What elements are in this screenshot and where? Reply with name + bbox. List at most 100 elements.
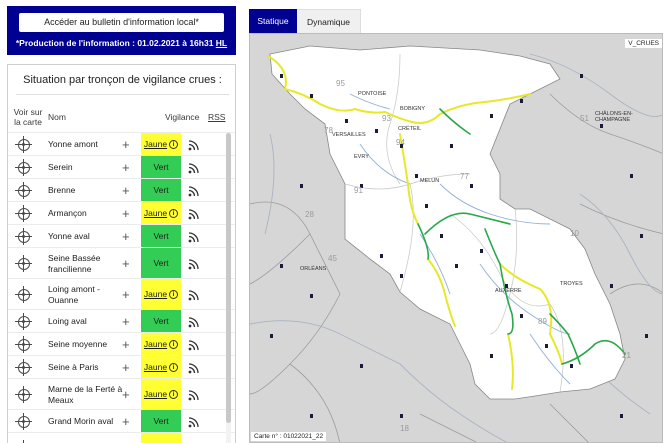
section-name: Loing aval — [48, 316, 87, 326]
tab-dynamique[interactable]: Dynamique — [297, 9, 361, 33]
expand-plus-icon[interactable]: + — [122, 136, 130, 152]
rss-feed-icon[interactable] — [188, 138, 201, 151]
map-place-label: PONTOISE — [358, 91, 387, 97]
rss-feed-icon[interactable] — [188, 161, 201, 174]
locate-on-map-icon[interactable] — [15, 227, 32, 245]
vigilance-level: Vert — [153, 185, 169, 195]
info-icon[interactable]: i — [169, 362, 179, 372]
vigilance-row: Brenne + Vert — [8, 178, 235, 201]
expand-plus-icon[interactable]: + — [122, 182, 130, 198]
locate-on-map-icon[interactable] — [15, 385, 32, 403]
info-icon[interactable]: i — [169, 139, 179, 149]
info-icon[interactable]: i — [169, 289, 179, 299]
production-text: *Production de l'information : 01.02.202… — [15, 38, 216, 48]
section-name: Serein — [48, 162, 73, 172]
rss-feed-icon[interactable] — [188, 257, 201, 270]
map-place-label: TROYES — [560, 281, 583, 287]
vigilance-level: Vert — [153, 258, 169, 268]
expand-plus-icon[interactable]: + — [122, 336, 130, 352]
vigilance-map[interactable]: 95 78 93 94 91 77 28 45 89 10 51 21 18 P… — [249, 33, 663, 443]
map-dept-label: 93 — [382, 114, 391, 123]
info-icon[interactable]: i — [169, 389, 179, 399]
map-card-number: Carte n° : 01022021_22 — [251, 432, 327, 441]
vigilance-level[interactable]: Jaune — [143, 362, 168, 372]
header-rss-link[interactable]: RSS — [208, 112, 226, 122]
rss-feed-icon[interactable] — [188, 230, 201, 243]
expand-plus-icon[interactable]: + — [122, 386, 130, 402]
map-dept-label: 28 — [305, 210, 314, 219]
green-vigilance-sections — [417, 108, 626, 365]
locate-on-map-icon[interactable] — [15, 412, 32, 430]
rss-feed-icon[interactable] — [188, 415, 201, 428]
station-markers — [270, 74, 648, 418]
bulletin-link[interactable]: Accéder au bulletin d'information local* — [19, 13, 224, 32]
vigilance-level[interactable]: Jaune — [143, 208, 168, 218]
info-icon[interactable]: i — [169, 208, 179, 218]
map-place-label: CRÉTEIL — [398, 126, 422, 132]
vigilance-row: Seine moyenne + Jaune i — [8, 332, 235, 355]
expand-plus-icon[interactable]: + — [122, 413, 130, 429]
scrollbar-thumb[interactable] — [226, 133, 231, 423]
vigilance-level[interactable]: Jaune — [143, 139, 168, 149]
expand-plus-icon[interactable]: + — [122, 228, 130, 244]
vigilance-level[interactable]: Jaune — [143, 289, 168, 299]
situation-panel: Situation par tronçon de vigilance crues… — [7, 64, 236, 443]
map-canvas[interactable] — [250, 34, 663, 443]
production-info: *Production de l'information : 01.02.202… — [7, 38, 236, 48]
map-dept-label: 18 — [400, 424, 409, 433]
vigilance-level-cell: Vert — [141, 179, 181, 201]
basin-rivers — [349, 93, 571, 385]
header-nom: Nom — [48, 112, 66, 122]
vigilance-level: Vert — [153, 162, 169, 172]
rss-feed-icon[interactable] — [188, 338, 201, 351]
locate-on-map-icon[interactable] — [15, 135, 32, 153]
map-place-label: ORLÉANS — [300, 266, 327, 272]
rss-feed-icon[interactable] — [188, 315, 201, 328]
production-hl[interactable]: HL — [215, 38, 228, 48]
locate-on-map-icon[interactable] — [15, 181, 32, 199]
locate-on-map-icon[interactable] — [15, 335, 32, 353]
expand-plus-icon[interactable]: + — [122, 205, 130, 221]
vigilance-row: Armançon + Jaune i — [8, 201, 235, 224]
section-name: Marne de la Ferté à Meaux — [48, 383, 123, 405]
info-icon[interactable]: i — [169, 339, 179, 349]
locate-on-map-icon[interactable] — [15, 358, 32, 376]
locate-on-map-icon[interactable] — [15, 158, 32, 176]
vigilance-level[interactable]: Jaune — [143, 389, 168, 399]
yellow-vigilance-sections — [267, 55, 563, 390]
locate-on-map-icon[interactable] — [15, 254, 32, 272]
map-place-label: CHÂLONS-EN-CHAMPAGNE — [595, 111, 633, 123]
map-place-label: AUXERRE — [495, 288, 522, 294]
section-name: Seine à Paris — [48, 362, 99, 372]
rss-feed-icon[interactable] — [188, 207, 201, 220]
vigilance-level-cell: Vert — [141, 310, 181, 332]
tab-statique[interactable]: Statique — [249, 9, 297, 33]
locate-on-map-icon[interactable] — [15, 285, 32, 303]
bulletin-box: Accéder au bulletin d'information local*… — [7, 6, 236, 55]
expand-plus-icon[interactable]: + — [122, 442, 130, 443]
expand-plus-icon[interactable]: + — [122, 159, 130, 175]
rss-feed-icon[interactable] — [188, 361, 201, 374]
expand-plus-icon[interactable]: + — [122, 359, 130, 375]
rss-feed-icon[interactable] — [188, 184, 201, 197]
map-dept-label: 94 — [396, 138, 405, 147]
vigilance-level: Vert — [153, 316, 169, 326]
locate-on-map-icon[interactable] — [15, 204, 32, 222]
vigilance-level[interactable]: Jaune — [143, 339, 168, 349]
expand-plus-icon[interactable]: + — [122, 286, 130, 302]
basin-area — [269, 45, 626, 400]
map-place-label: BOBIGNY — [400, 106, 426, 112]
expand-plus-icon[interactable]: + — [122, 255, 130, 271]
expand-plus-icon[interactable]: + — [122, 313, 130, 329]
locate-on-map-icon[interactable] — [15, 312, 32, 330]
rss-feed-icon[interactable] — [188, 288, 201, 301]
rss-feed-icon[interactable] — [188, 388, 201, 401]
